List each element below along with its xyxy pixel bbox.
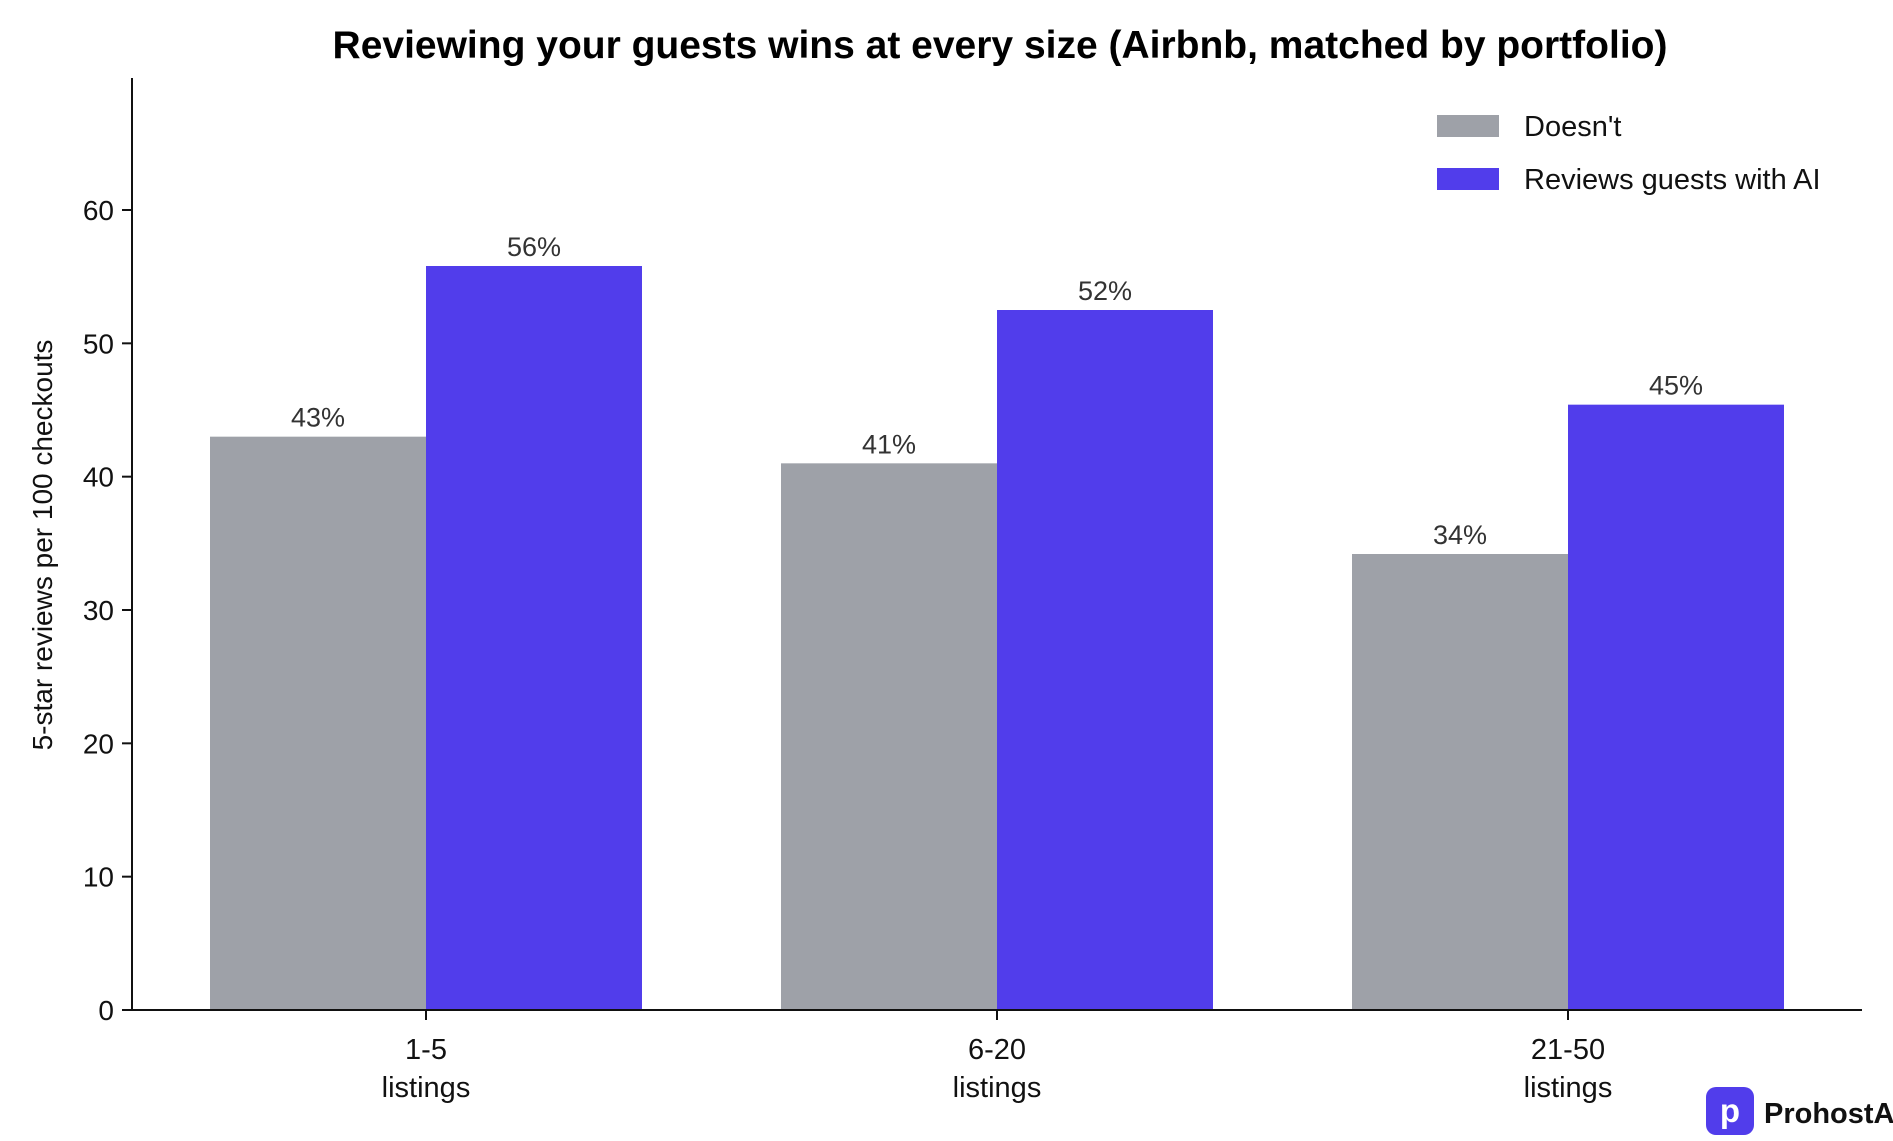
value-labels: 43% 41% 34% 56% 52% 45%: [291, 232, 1703, 550]
brand-icon-letter: p: [1720, 1092, 1740, 1129]
x-axis-ticks: 1-5 listings 6-20 listings 21-50 listings: [382, 1010, 1613, 1104]
bar-value-label: 45%: [1649, 371, 1703, 401]
y-tick-label: 20: [83, 728, 114, 759]
brand-logo: p ProhostAI: [1706, 1087, 1893, 1135]
legend-label-reviews-with-ai: Reviews guests with AI: [1524, 164, 1821, 196]
bar-doesnt: [1352, 554, 1568, 1010]
y-tick-label: 0: [98, 995, 114, 1026]
bar-doesnt: [210, 436, 426, 1011]
bar-value-label: 41%: [862, 429, 916, 459]
bar-reviews-with-ai: [426, 266, 642, 1010]
x-tick-label-line2: listings: [382, 1072, 471, 1104]
y-tick-label: 30: [83, 595, 114, 626]
y-tick-label: 50: [83, 328, 114, 359]
x-tick-label-line1: 1-5: [405, 1034, 447, 1066]
bar-value-label: 43%: [291, 403, 345, 433]
y-tick-label: 40: [83, 462, 114, 493]
x-tick-label-line2: listings: [953, 1072, 1042, 1104]
x-tick-label-line2: listings: [1524, 1072, 1613, 1104]
y-axis-ticks: 0 10 20 30 40 50 60: [83, 195, 132, 1026]
legend: Doesn't Reviews guests with AI: [1437, 111, 1821, 196]
bar-value-label: 52%: [1078, 276, 1132, 306]
bar-reviews-with-ai: [1568, 404, 1784, 1011]
y-tick-label: 10: [83, 862, 114, 893]
legend-swatch-doesnt: [1437, 115, 1499, 137]
bar-doesnt: [781, 463, 997, 1010]
bar-reviews-with-ai: [997, 310, 1213, 1010]
brand-icon: [1706, 1087, 1754, 1135]
legend-swatch-reviews-with-ai: [1437, 168, 1499, 190]
bar-value-label: 34%: [1433, 520, 1487, 550]
bars: [210, 266, 1784, 1011]
chart-title: Reviewing your guests wins at every size…: [333, 24, 1668, 67]
legend-label-doesnt: Doesn't: [1524, 111, 1621, 143]
brand-name: ProhostAI: [1764, 1098, 1893, 1130]
y-axis-title: 5-star reviews per 100 checkouts: [27, 340, 58, 751]
y-tick-label: 60: [83, 195, 114, 226]
x-tick-label-line1: 21-50: [1531, 1034, 1605, 1066]
bar-value-label: 56%: [507, 232, 561, 262]
x-tick-label-line1: 6-20: [968, 1034, 1026, 1066]
